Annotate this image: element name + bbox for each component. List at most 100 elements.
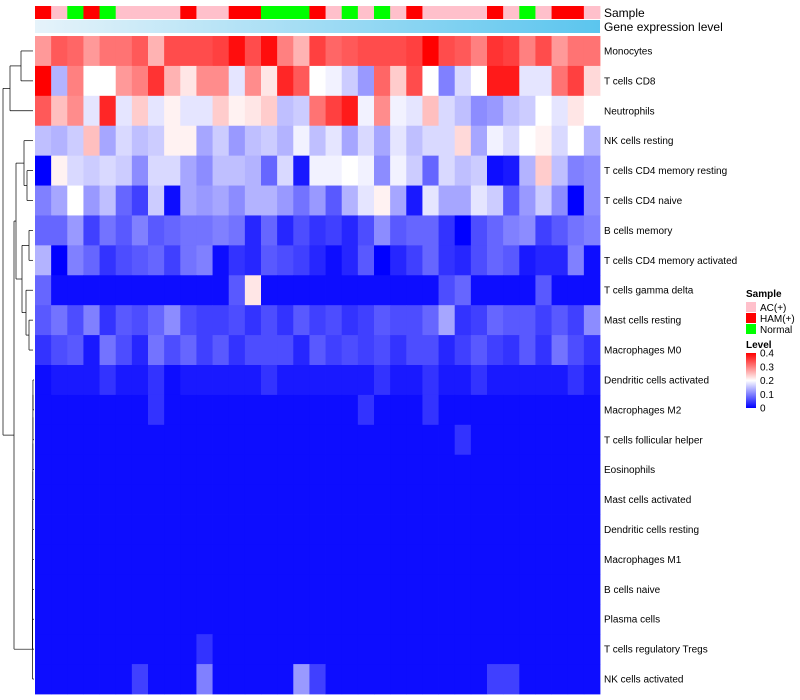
heatmap-cell — [422, 394, 439, 426]
heatmap-cell — [422, 365, 439, 396]
row-label: Mast cells resting — [604, 316, 681, 327]
heatmap-cell — [131, 275, 149, 306]
heatmap-cell — [244, 245, 262, 276]
heatmap-cell — [196, 574, 213, 605]
heatmap-cell — [519, 574, 536, 605]
heatmap-cell — [261, 215, 278, 246]
heatmap-cell — [519, 424, 536, 456]
heatmap-cell — [228, 544, 246, 575]
heatmap-cell — [131, 155, 149, 186]
heatmap-cell — [293, 454, 310, 486]
heatmap-cell — [196, 185, 213, 216]
heatmap-cell — [212, 185, 230, 216]
heatmap-cell — [357, 484, 375, 515]
heatmap-cell — [35, 36, 52, 67]
heatmap-cell — [83, 36, 100, 67]
heatmap-cell — [99, 544, 117, 575]
heatmap-cell — [374, 65, 391, 97]
heatmap-cell — [390, 604, 407, 635]
heatmap-cell — [374, 95, 391, 127]
heatmap-cell — [180, 275, 197, 306]
heatmap-cell — [487, 185, 504, 216]
sample-annotation-cell — [196, 6, 213, 19]
row-label: T cells gamma delta — [604, 286, 694, 297]
heatmap-cell — [503, 604, 520, 635]
heatmap-cell — [470, 185, 488, 216]
heatmap-cell — [196, 245, 213, 276]
heatmap-cell — [551, 155, 569, 186]
heatmap-cell — [293, 125, 310, 157]
heatmap-cells — [35, 36, 601, 695]
level-legend-tick: 0.1 — [760, 390, 774, 401]
heatmap-cell — [535, 424, 552, 456]
heatmap-cell — [470, 36, 488, 67]
heatmap-cell — [83, 95, 100, 127]
heatmap-cell — [454, 664, 472, 695]
heatmap-cell — [390, 155, 407, 186]
heatmap-cell — [535, 514, 552, 545]
heatmap-cell — [390, 245, 407, 276]
heatmap-cell — [67, 65, 84, 97]
heatmap-cell — [212, 215, 230, 246]
heatmap-cell — [438, 634, 456, 665]
heatmap-cell — [406, 514, 423, 545]
heatmap-cell — [131, 185, 149, 216]
heatmap-cell — [519, 245, 536, 276]
heatmap-cell — [228, 245, 246, 276]
heatmap-cell — [406, 394, 423, 426]
heatmap-cell — [115, 634, 133, 665]
heatmap-cell — [374, 664, 391, 695]
heatmap-cell — [99, 65, 117, 97]
heatmap-cell — [535, 185, 552, 216]
sample-annotation-cell — [164, 6, 181, 19]
heatmap-cell — [164, 514, 181, 545]
heatmap-cell — [164, 604, 181, 635]
heatmap-cell — [390, 634, 407, 665]
heatmap-cell — [535, 305, 552, 336]
row-label: B cells naive — [604, 585, 661, 596]
heatmap-cell — [487, 394, 504, 426]
heatmap-cell — [131, 215, 149, 246]
heatmap-cell — [131, 95, 149, 127]
heatmap-cell — [196, 484, 213, 515]
heatmap-cell — [99, 36, 117, 67]
heatmap-cell — [438, 155, 456, 186]
heatmap-cell — [244, 36, 262, 67]
row-labels: Monocytes T cells CD8 Neutrophils NK cells … — [604, 47, 737, 686]
heatmap-cell — [535, 155, 552, 186]
heatmap-cell — [51, 335, 68, 366]
heatmap-cell — [438, 65, 456, 97]
heatmap-cell — [99, 634, 117, 665]
heatmap-cell — [277, 394, 294, 426]
heatmap-cell — [277, 544, 294, 575]
heatmap-cell — [212, 544, 230, 575]
heatmap-cell — [567, 95, 585, 127]
heatmap-cell — [228, 514, 246, 545]
heatmap-cell — [325, 454, 343, 486]
heatmap-cell — [131, 634, 149, 665]
heatmap-cell — [293, 215, 310, 246]
heatmap-cell — [406, 664, 423, 695]
heatmap-cell — [293, 245, 310, 276]
gene-expression-annotation-bar — [35, 20, 600, 33]
heatmap-cell — [551, 634, 569, 665]
heatmap-cell — [406, 245, 423, 276]
heatmap-cell — [131, 36, 149, 67]
heatmap-cell — [67, 484, 84, 515]
heatmap-cell — [503, 484, 520, 515]
sample-annotation-cell — [503, 6, 520, 19]
heatmap-cell — [35, 305, 52, 336]
heatmap-cell — [551, 365, 569, 396]
heatmap-cell — [583, 125, 601, 157]
heatmap-cell — [115, 424, 133, 456]
heatmap-cell — [180, 394, 197, 426]
heatmap-cell — [35, 484, 52, 515]
heatmap-cell — [83, 454, 100, 486]
heatmap-cell — [261, 574, 278, 605]
heatmap-cell — [83, 514, 100, 545]
heatmap-cell — [406, 544, 423, 575]
heatmap-cell — [325, 125, 343, 157]
heatmap-cell — [567, 125, 585, 157]
heatmap-cell — [341, 185, 359, 216]
heatmap-cell — [567, 544, 585, 575]
